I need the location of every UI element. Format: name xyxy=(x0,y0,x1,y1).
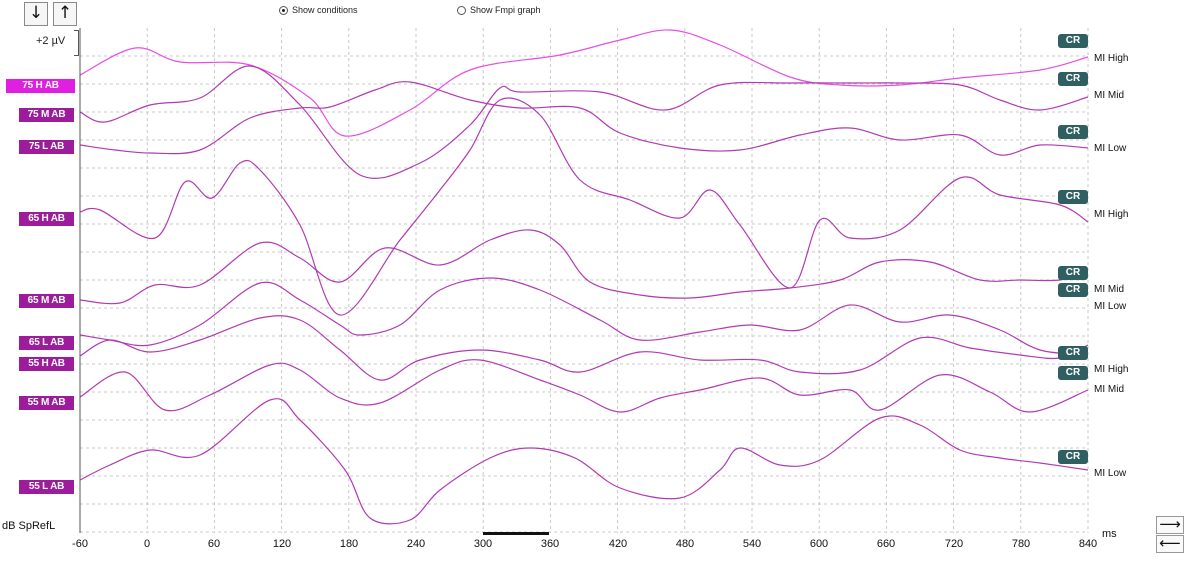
plot-grid xyxy=(79,28,1089,533)
mi-label: MI High xyxy=(1094,53,1129,64)
mi-label: MI High xyxy=(1094,209,1129,220)
show-conditions-radio[interactable]: Show conditions xyxy=(279,3,358,17)
cr-badge[interactable]: CR xyxy=(1058,266,1088,280)
x-tick-label: 0 xyxy=(143,538,151,550)
waveform-trace xyxy=(79,359,1089,413)
condition-label-65-m[interactable]: 65 M AB xyxy=(19,294,74,308)
mi-label: MI Low xyxy=(1094,301,1127,312)
scroll-back-button[interactable]: ⟵ xyxy=(1156,535,1184,553)
show-fmpi-radio[interactable]: Show Fmpi graph xyxy=(457,3,541,17)
waveform-trace xyxy=(79,398,1089,525)
mi-label: MI Low xyxy=(1094,143,1127,154)
condition-label-55-l[interactable]: 55 L AB xyxy=(19,480,74,494)
cr-badge[interactable]: CR xyxy=(1058,346,1088,360)
amplitude-scale-label: +2 µV xyxy=(36,35,66,47)
x-tick-label: 540 xyxy=(742,538,762,550)
condition-label-65-l[interactable]: 65 L AB xyxy=(19,336,74,350)
cr-badge[interactable]: CR xyxy=(1058,190,1088,204)
mi-label: MI Mid xyxy=(1094,90,1124,101)
x-tick-label: 720 xyxy=(944,538,964,550)
x-tick-label: 840 xyxy=(1078,538,1098,550)
x-tick-label: 660 xyxy=(876,538,896,550)
condition-label-75-h[interactable]: 75 H AB xyxy=(6,79,75,93)
x-tick-label: 180 xyxy=(339,538,359,550)
waveform-trace xyxy=(79,65,1089,179)
x-tick-label: -60 xyxy=(72,538,88,550)
condition-label-55-m[interactable]: 55 M AB xyxy=(19,396,74,410)
cr-badge[interactable]: CR xyxy=(1058,34,1088,48)
scroll-forward-button[interactable]: ⟶ xyxy=(1156,516,1184,534)
condition-label-65-h[interactable]: 65 H AB xyxy=(19,212,74,226)
condition-label-75-l[interactable]: 75 L AB xyxy=(19,140,74,154)
radio-selected-icon xyxy=(279,5,288,15)
x-tick-label: 600 xyxy=(809,538,829,550)
mi-label: MI Mid xyxy=(1094,284,1124,295)
arrow-down-button[interactable]: ↓ xyxy=(24,2,48,26)
mi-label: MI High xyxy=(1094,364,1129,375)
x-unit-label: ms xyxy=(1102,528,1117,540)
cr-badge[interactable]: CR xyxy=(1058,283,1088,297)
waveform-trace xyxy=(79,277,1089,356)
x-tick-label: 420 xyxy=(608,538,628,550)
x-tick-label: 120 xyxy=(272,538,292,550)
condition-label-55-h[interactable]: 55 H AB xyxy=(19,357,74,371)
arrow-up-button[interactable]: ↑ xyxy=(53,2,77,26)
amplitude-scale-bar xyxy=(74,30,79,56)
x-tick-label: 360 xyxy=(540,538,560,550)
x-tick-label: 780 xyxy=(1011,538,1031,550)
condition-label-75-m[interactable]: 75 M AB xyxy=(19,108,74,122)
waveform-trace xyxy=(79,229,1089,305)
waveform-traces xyxy=(79,29,1089,525)
waveform-trace xyxy=(79,29,1089,137)
waveform-trace xyxy=(79,81,1089,156)
cr-badge[interactable]: CR xyxy=(1058,125,1088,139)
show-fmpi-label: Show Fmpi graph xyxy=(470,5,541,15)
x-tick-label: 60 xyxy=(207,538,221,550)
time-scroll-thumb[interactable] xyxy=(483,532,549,535)
y-unit-label: dB SpRefL xyxy=(2,520,56,532)
mi-label: MI Mid xyxy=(1094,384,1124,395)
cr-badge[interactable]: CR xyxy=(1058,366,1088,380)
x-tick-label: 480 xyxy=(675,538,695,550)
show-conditions-label: Show conditions xyxy=(292,5,358,15)
mi-label: MI Low xyxy=(1094,468,1127,479)
x-tick-label: 300 xyxy=(473,538,493,550)
waveform-trace xyxy=(79,315,1089,381)
x-tick-label: 240 xyxy=(406,538,426,550)
radio-unselected-icon xyxy=(457,5,466,15)
cr-badge[interactable]: CR xyxy=(1058,450,1088,464)
waveform-trace xyxy=(79,97,1089,316)
cr-badge[interactable]: CR xyxy=(1058,72,1088,86)
